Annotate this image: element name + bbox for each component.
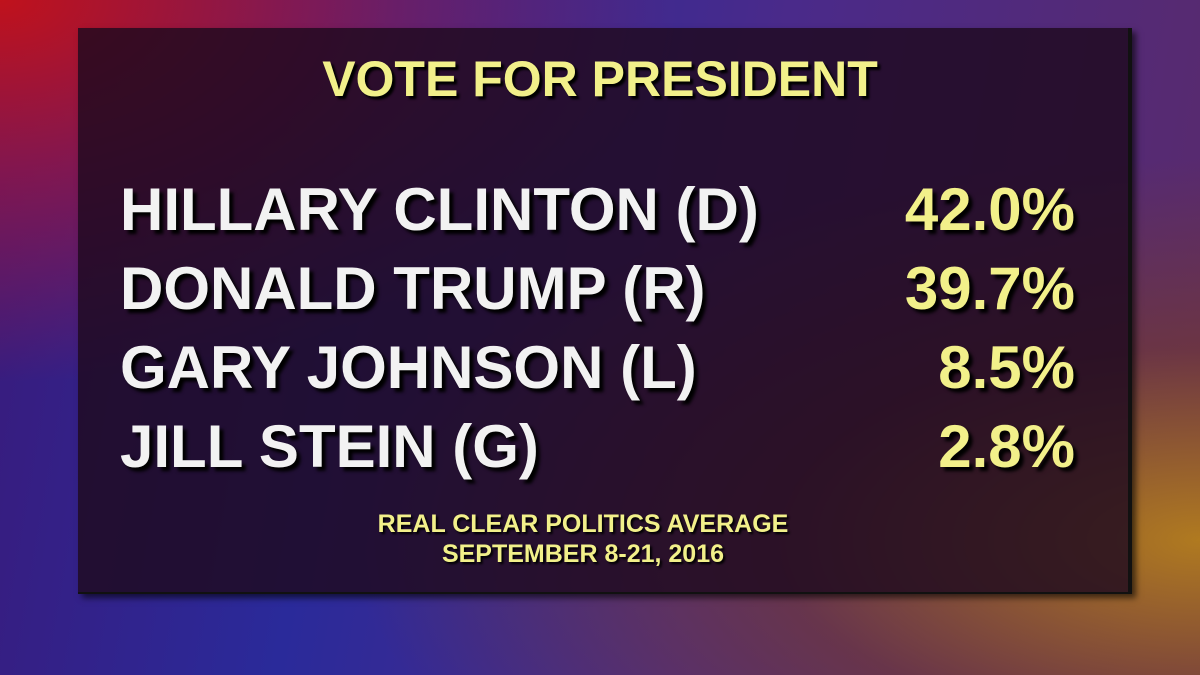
candidate-percent: 8.5% [938, 334, 1075, 401]
candidate-percent: 39.7% [904, 255, 1075, 322]
table-row: GARY JOHNSON (L) 8.5% [120, 333, 1075, 403]
table-row: JILL STEIN (G) 2.8% [120, 412, 1075, 482]
title: VOTE FOR PRESIDENT [322, 51, 878, 107]
candidate-name: HILLARY CLINTON (D) [120, 176, 759, 243]
candidate-percent: 42.0% [904, 176, 1075, 243]
table-row: DONALD TRUMP (R) 39.7% [120, 254, 1075, 324]
panel [78, 28, 1132, 594]
candidate-name: GARY JOHNSON (L) [120, 334, 697, 401]
source-line: REAL CLEAR POLITICS AVERAGE [377, 510, 789, 538]
source-line: SEPTEMBER 8-21, 2016 [441, 540, 725, 568]
table-row: HILLARY CLINTON (D) 42.0% [120, 175, 1075, 245]
candidate-percent: 2.8% [938, 413, 1075, 480]
candidate-name: JILL STEIN (G) [120, 413, 539, 480]
candidate-name: DONALD TRUMP (R) [120, 255, 706, 322]
